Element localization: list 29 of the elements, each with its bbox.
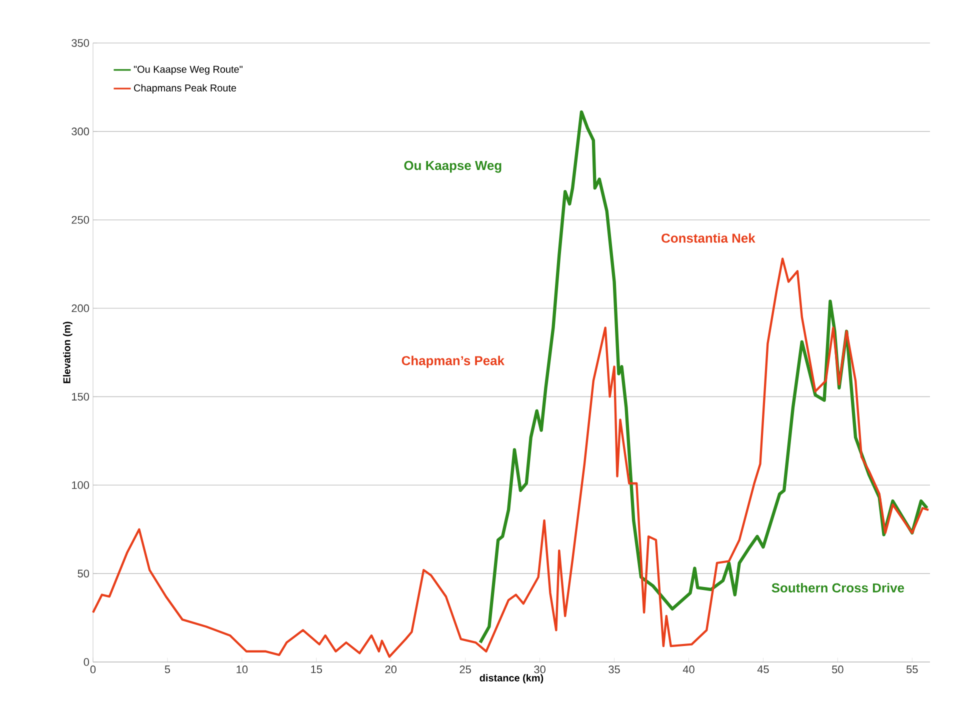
x-tick-label: 45 — [757, 666, 769, 674]
y-tick-label: 200 — [72, 304, 90, 312]
y-tick-label: 350 — [72, 39, 90, 47]
y-tick-label: 0 — [84, 658, 90, 666]
x-tick-label: 35 — [608, 666, 620, 674]
annotation: Constantia Nek — [662, 233, 756, 243]
annotation: Ou Kaapse Weg — [404, 160, 502, 173]
x-tick-label: 25 — [460, 666, 471, 674]
x-tick-label: 20 — [385, 666, 397, 674]
x-tick-label: 40 — [682, 666, 694, 674]
legend-label: "Ou Kaapse Weg Route" — [134, 66, 242, 75]
x-tick-label: 15 — [311, 666, 322, 674]
y-axis-title: Elevation (m) — [63, 322, 72, 384]
line-series — [92, 258, 930, 658]
legend-label: Chapmans Peak Route — [134, 84, 236, 94]
x-tick-label: 50 — [832, 666, 844, 674]
y-tick-label: 100 — [72, 481, 90, 490]
y-tick-label: 250 — [72, 216, 90, 224]
y-tick-label: 50 — [78, 570, 90, 578]
x-tick-label: 5 — [164, 666, 170, 674]
annotation: Southern Cross Drive — [772, 582, 904, 592]
x-tick-label: 30 — [534, 666, 546, 674]
y-tick-label: 300 — [72, 128, 90, 136]
x-tick-label: 10 — [236, 666, 248, 674]
x-tick-label: 0 — [90, 666, 96, 674]
annotation: Chapman’s Peak — [402, 356, 504, 368]
x-tick-label: 55 — [906, 666, 918, 674]
x-axis-title: distance (km) — [480, 674, 544, 684]
y-tick-label: 150 — [72, 392, 90, 401]
